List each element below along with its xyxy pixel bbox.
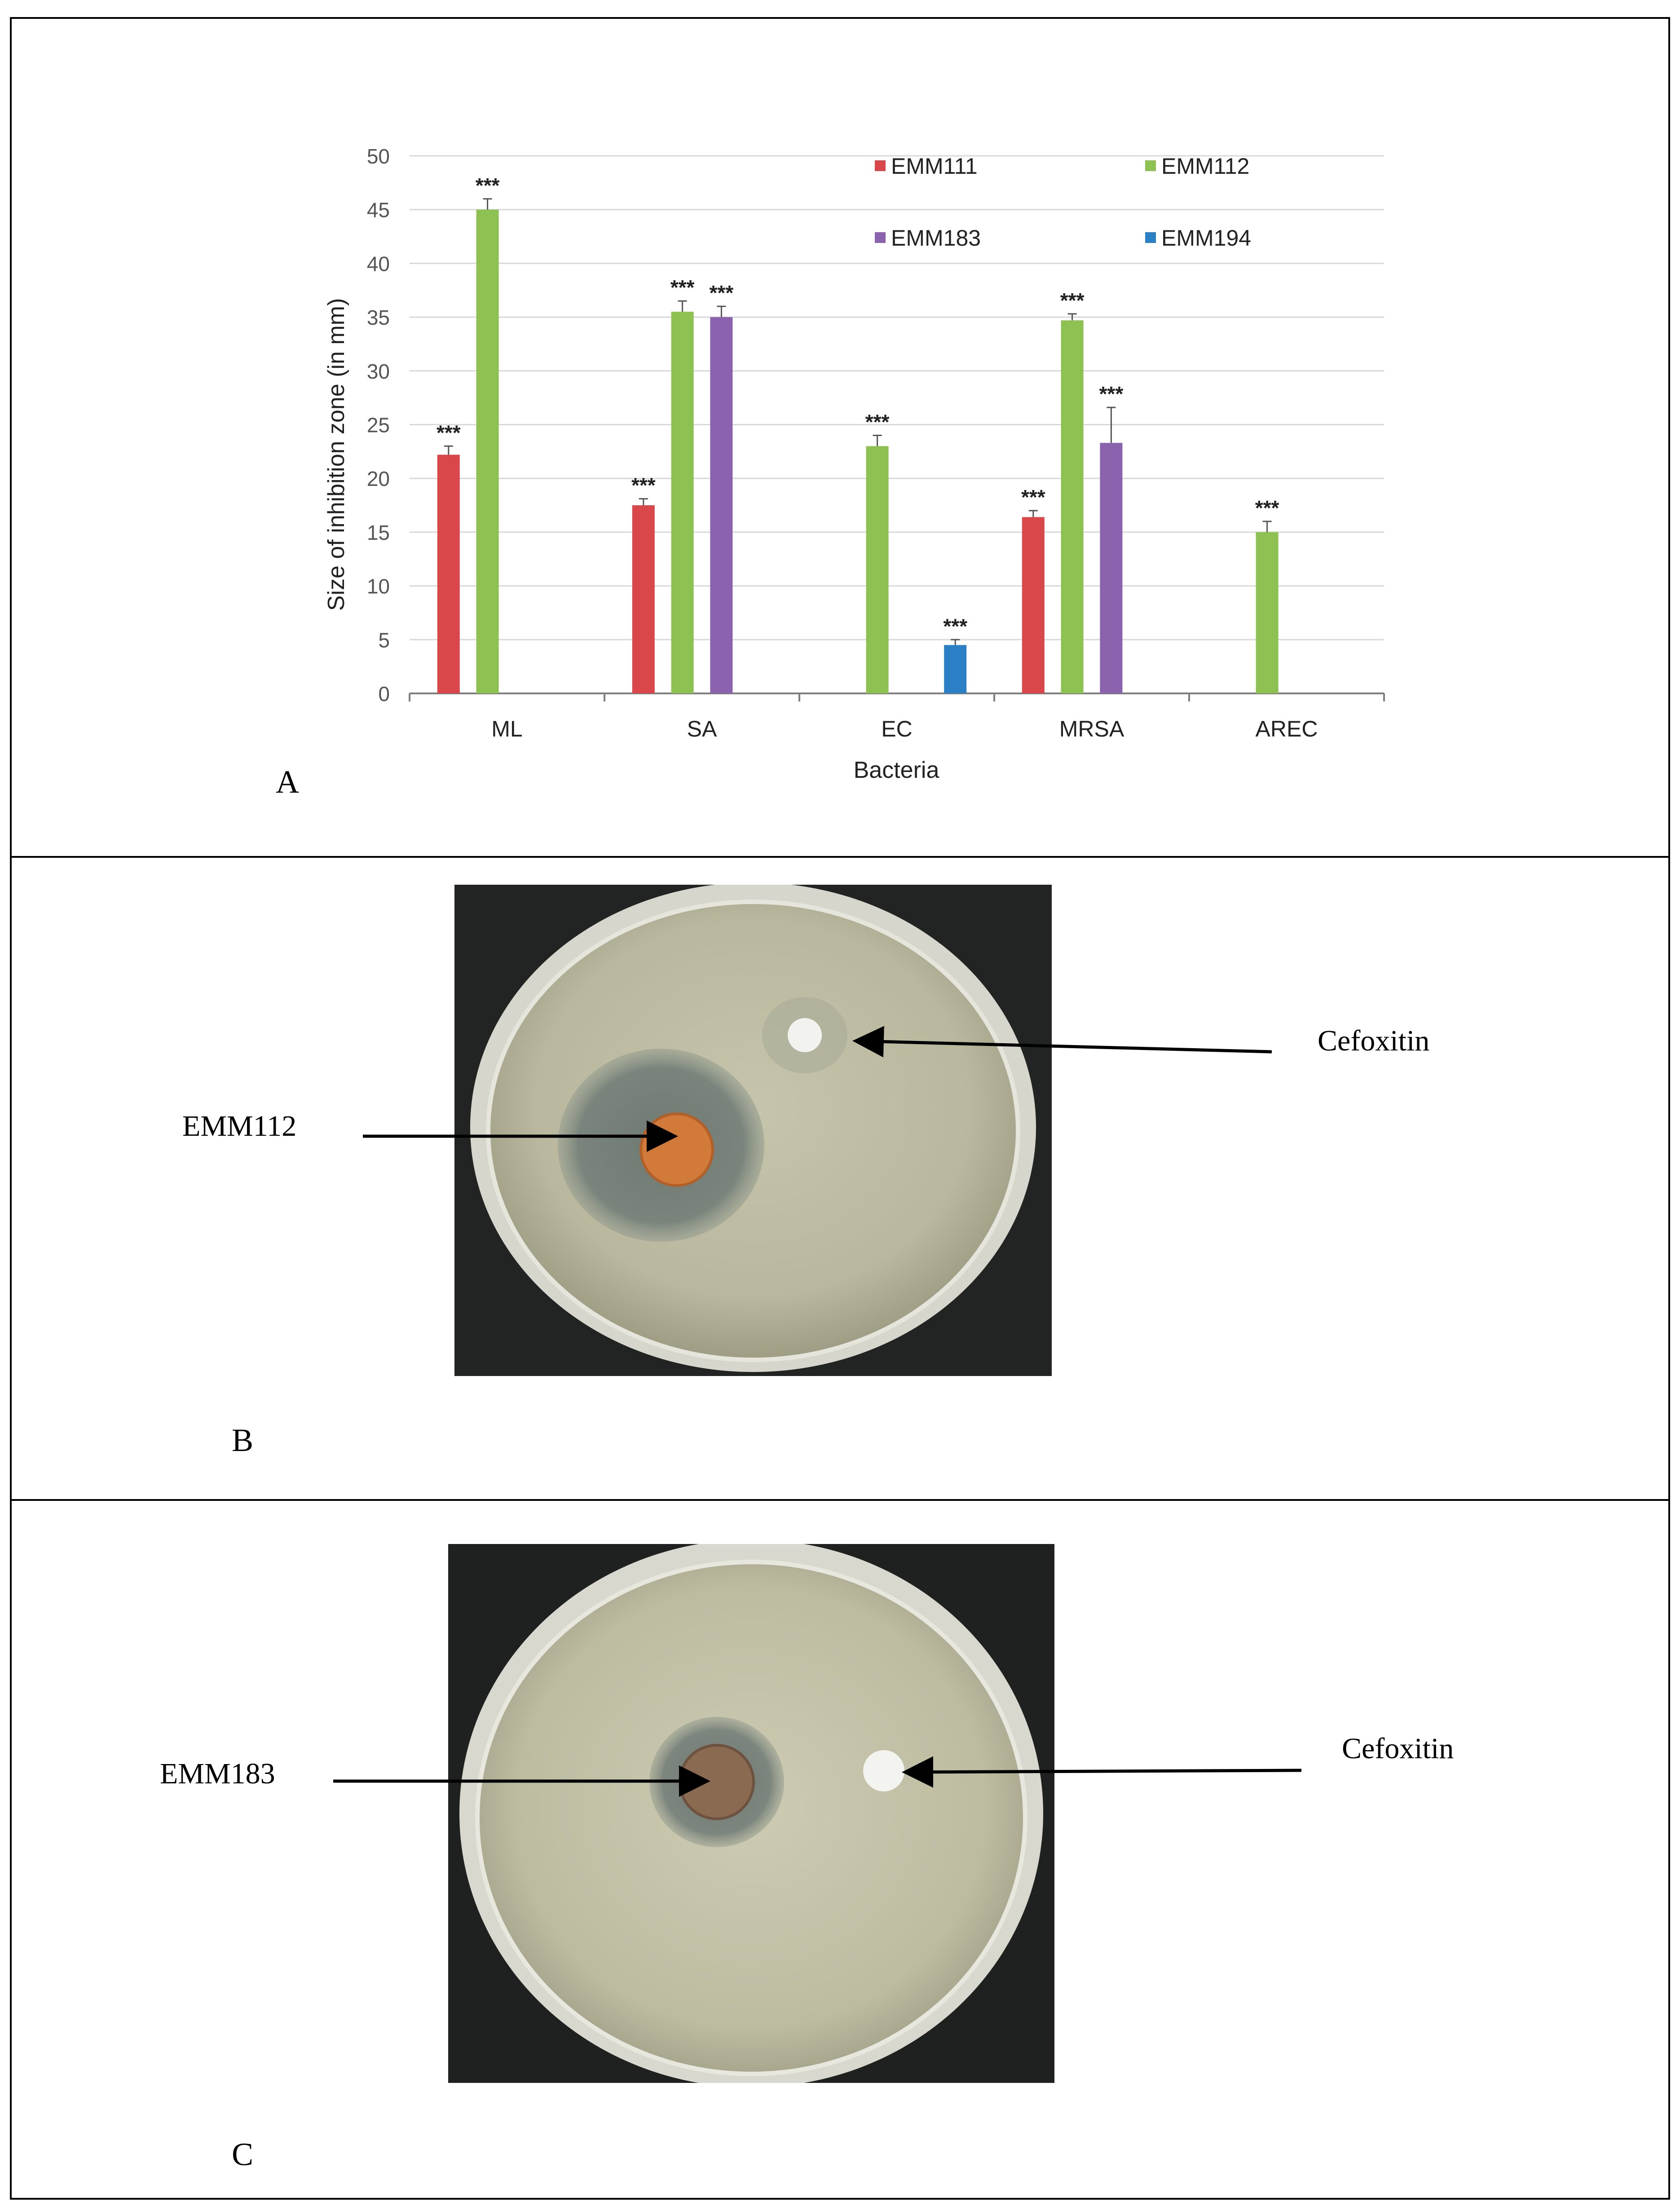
significance-label: ***: [865, 410, 890, 433]
y-tick-label: 25: [367, 414, 390, 437]
label-emm183: EMM183: [160, 1757, 275, 1790]
bar-emm112-ml: [476, 209, 499, 694]
y-tick-label: 10: [367, 575, 390, 598]
y-tick-label: 45: [367, 199, 390, 222]
legend-swatch: [1145, 232, 1156, 243]
panel-b: EMM112 Cefoxitin B: [10, 856, 1670, 1501]
bar-emm183-mrsa: [1100, 443, 1123, 693]
arrow-cefoxitin-c: [902, 1756, 1302, 1788]
y-tick-label: 50: [367, 145, 390, 168]
significance-label: ***: [710, 281, 734, 304]
x-tick-label: EC: [881, 716, 912, 741]
label-emm112: EMM112: [182, 1110, 297, 1142]
y-tick-label: 30: [367, 360, 390, 383]
y-axis-title: Size of inhibition zone (in mm): [323, 298, 349, 611]
bar-emm112-arec: [1256, 532, 1279, 693]
x-tick-label: MRSA: [1059, 716, 1124, 741]
significance-label: ***: [476, 174, 500, 197]
significance-label: ***: [437, 421, 461, 444]
y-tick-label: 15: [367, 521, 390, 544]
legend-label: EMM112: [1161, 154, 1249, 179]
significance-label: ***: [670, 276, 695, 299]
arrow-cefoxitin-b: [852, 1026, 1272, 1058]
bar-emm111-ml: [437, 454, 460, 693]
panel-c: EMM183 Cefoxitin C: [10, 1499, 1670, 2200]
bar-emm112-ec: [866, 446, 889, 693]
y-tick-label: 40: [367, 252, 390, 275]
x-axis-title: Bacteria: [854, 757, 939, 783]
legend-swatch: [875, 232, 886, 243]
significance-label: ***: [943, 614, 967, 638]
significance-label: ***: [1060, 289, 1085, 312]
panel-letter-b: B: [232, 1422, 254, 1458]
significance-label: ***: [631, 474, 656, 497]
bar-emm112-mrsa: [1061, 320, 1084, 693]
annotation-arrows-b: [363, 1026, 1272, 1152]
petri-dish-photo-emm183: [448, 1544, 1054, 2083]
label-cefoxitin-b: Cefoxitin: [1318, 1024, 1430, 1057]
legend-swatch: [875, 160, 886, 171]
x-tick-label: AREC: [1256, 716, 1318, 741]
bar-emm112-sa: [671, 312, 694, 693]
inhibition-zone-chart: 0 5 10 15 20 25 30 35 40 45 50 ML SA EC MRSA AREC *** **…: [323, 145, 1385, 783]
y-tick-label: 20: [367, 467, 390, 490]
panel-a: 0 5 10 15 20 25 30 35 40 45 50 ML SA EC MRSA AREC *** **…: [10, 17, 1670, 858]
significance-label: ***: [1021, 485, 1045, 509]
significance-label: ***: [1099, 382, 1124, 406]
legend-label: EMM194: [1161, 225, 1251, 251]
legend-label: EMM183: [891, 225, 981, 251]
legend-swatch: [1145, 160, 1156, 171]
annotation-arrows-c: [333, 1756, 1302, 1797]
y-tick-label: 5: [378, 628, 390, 652]
x-tick-label: SA: [687, 716, 717, 741]
y-tick-label: 35: [367, 306, 390, 329]
label-cefoxitin-c: Cefoxitin: [1342, 1732, 1454, 1765]
bar-emm111-mrsa: [1022, 517, 1045, 693]
bar-emm183-sa: [710, 317, 733, 693]
y-tick-label: 0: [378, 682, 390, 706]
bar-emm111-sa: [632, 505, 655, 693]
panel-letter-a: A: [276, 764, 299, 800]
bar-emm194-ec: [944, 645, 967, 693]
panel-letter-c: C: [232, 2136, 254, 2172]
significance-label: ***: [1255, 496, 1279, 520]
x-tick-label: ML: [491, 716, 522, 741]
legend-label: EMM111: [891, 154, 978, 179]
